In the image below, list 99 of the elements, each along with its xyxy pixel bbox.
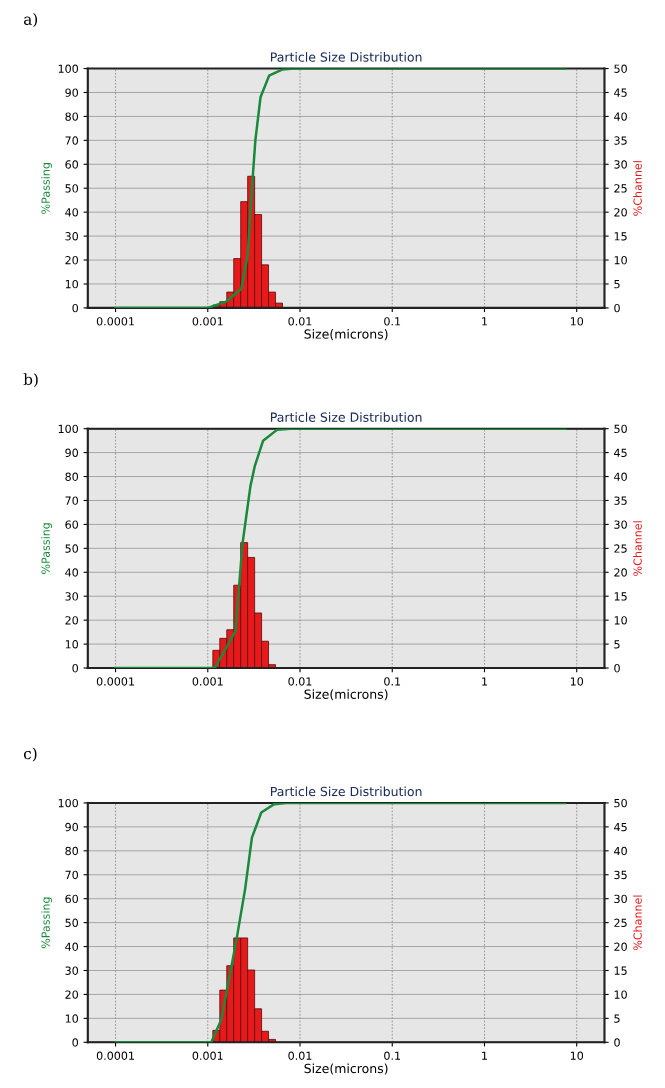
y2-tick-label: 0 [614,303,620,313]
text: b) [23,373,38,388]
y2-tick-label: 45 [614,88,627,97]
y-tick-label: 30 [65,592,79,601]
y-axis-title: %Passing [41,897,52,949]
x-tick-label: 0.001 [192,677,223,686]
y2-tick-label: 25 [614,918,627,927]
x-tick-label: 0.1 [384,677,401,686]
y2-tick-label: 40 [614,472,627,481]
x-tick-label: 0.001 [192,1051,223,1060]
x-tick-label: 1 [482,1051,487,1060]
y-axis-title: %Passing [41,163,52,214]
text: a) [23,13,38,28]
y-tick-label: 50 [65,544,79,553]
y2-tick-label: 35 [614,136,627,145]
y2-tick-label: 35 [614,496,627,505]
x-tick-label: 0.001 [192,317,223,326]
y2-tick-label: 30 [614,520,627,529]
y2-tick-label: 40 [614,846,627,856]
y2-tick-label: 30 [614,160,627,169]
y-tick-label: 100 [58,64,79,73]
y2-tick-label: 15 [614,592,627,601]
y-tick-label: 20 [65,616,79,625]
y-tick-label: 80 [65,112,79,121]
x-tick-label: 0.1 [384,317,401,326]
y-tick-label: 60 [65,894,79,904]
x-tick-label: 0.1 [384,1051,401,1060]
y-axis-title: %Passing [41,523,52,574]
y2-tick-label: 45 [614,448,627,457]
y-tick-label: 60 [65,160,79,169]
y-tick-label: 60 [65,520,79,529]
y-tick-label: 10 [65,640,79,649]
y-tick-label: 50 [65,184,79,193]
text: c) [23,747,37,762]
y2-tick-label: 0 [614,664,620,673]
y-tick-label: 80 [65,846,79,856]
x-tick-label: 0.01 [288,677,312,686]
y-tick-label: 30 [65,966,79,975]
y2-tick-label: 20 [614,208,627,217]
x-tick-label: 0.01 [288,317,312,326]
y-tick-label: 90 [65,822,79,832]
y-tick-label: 70 [65,136,79,145]
x-tick-label: 1 [482,317,487,326]
y-tick-label: 10 [65,1014,79,1023]
y-tick-label: 40 [65,568,79,577]
y-tick-label: 70 [65,496,79,505]
x-tick-label: 10 [570,677,584,686]
y2-tick-label: 20 [614,568,627,577]
y2-tick-label: 25 [614,184,627,193]
y-tick-label: 90 [65,448,79,457]
chart-title: Particle Size Distribution [271,786,422,797]
x-tick-label: 0.0001 [96,677,134,686]
x-tick-label: 0.01 [288,1051,312,1060]
y-tick-label: 0 [72,303,79,313]
y-tick-label: 30 [65,232,79,241]
y-tick-label: 40 [65,942,79,951]
y-tick-label: 40 [65,208,79,217]
y2-axis-title: %Channel [633,895,642,951]
y2-tick-label: 15 [614,966,627,975]
y-tick-label: 100 [58,798,79,808]
y2-tick-label: 45 [614,823,627,832]
x-tick-label: 0.0001 [96,1051,134,1060]
chart-title: Particle Size Distribution [271,52,422,62]
x-tick-label: 0.0001 [96,317,134,326]
y2-tick-label: 20 [614,942,627,951]
y-tick-label: 0 [72,664,79,673]
y2-tick-label: 50 [614,798,627,808]
x-axis-title: Size(microns) [304,1063,388,1075]
x-tick-label: 10 [570,1051,584,1060]
y-tick-label: 20 [65,990,79,999]
y2-tick-label: 10 [614,616,627,625]
y2-tick-label: 50 [614,64,627,73]
x-axis-title: Size(microns) [304,689,388,701]
y-tick-label: 70 [65,870,79,880]
y-tick-label: 10 [65,279,79,289]
x-tick-label: 10 [570,317,584,326]
y2-tick-label: 10 [614,256,627,265]
y2-tick-label: 5 [614,640,620,649]
chart-title: Particle Size Distribution [271,412,422,422]
y-tick-label: 0 [72,1038,79,1047]
y2-tick-label: 35 [614,870,627,880]
y2-tick-label: 15 [614,232,627,241]
y2-tick-label: 30 [614,894,627,904]
y-tick-label: 50 [65,918,79,927]
y2-tick-label: 5 [614,1014,620,1023]
y-tick-label: 80 [65,472,79,481]
y2-tick-label: 0 [614,1038,620,1047]
y2-tick-label: 10 [614,990,627,999]
y2-tick-label: 5 [614,280,620,289]
y-tick-label: 90 [65,88,79,97]
y2-tick-label: 40 [614,112,627,121]
x-axis-title: Size(microns) [304,329,388,341]
x-tick-label: 1 [482,677,487,686]
y2-axis-title: %Channel [633,161,642,216]
y2-axis-title: %Channel [633,521,642,576]
y2-tick-label: 50 [614,424,627,434]
y2-tick-label: 25 [614,544,627,553]
y-tick-label: 100 [58,424,79,434]
y-tick-label: 20 [65,256,79,265]
